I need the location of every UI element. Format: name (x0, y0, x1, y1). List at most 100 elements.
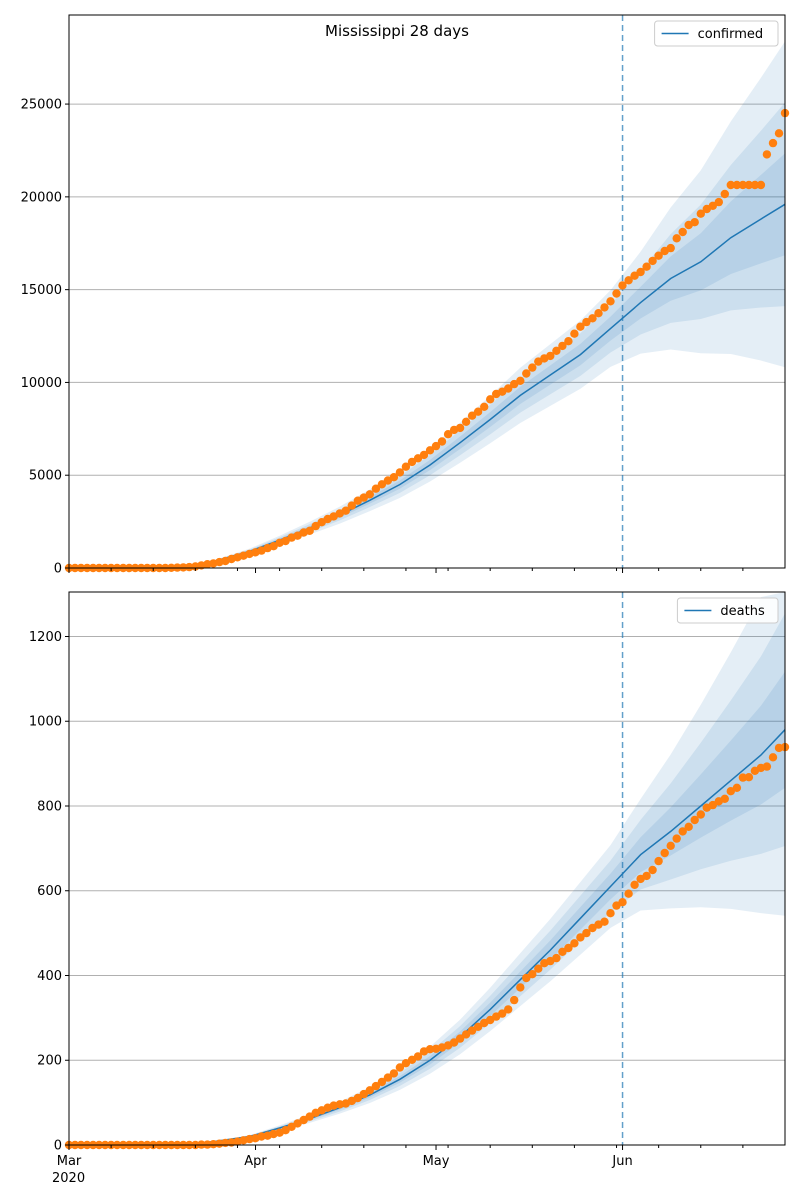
confidence-band (69, 592, 785, 1145)
observed-point (461, 1030, 471, 1039)
observed-point (606, 297, 615, 306)
x-tick-label: Mar (57, 1154, 82, 1169)
observed-point (648, 865, 657, 875)
observed-point (756, 180, 766, 190)
observed-point (684, 822, 693, 831)
observed-point (690, 815, 699, 825)
y-tick-label: 1200 (29, 630, 62, 645)
observed-point (738, 773, 748, 782)
observed-point (642, 871, 651, 881)
observed-point (582, 928, 591, 938)
observed-point (341, 506, 350, 515)
observed-point (389, 1069, 399, 1078)
observed-point (552, 346, 561, 355)
observed-point (257, 1132, 266, 1141)
observed-point (696, 810, 705, 819)
observed-point (311, 521, 320, 531)
observed-point (774, 129, 784, 138)
legend-box (654, 20, 779, 47)
observed-point (480, 402, 489, 411)
observed-point (516, 376, 525, 385)
y-tick-label: 10000 (21, 376, 62, 391)
observed-point (552, 953, 561, 963)
observed-point (413, 1052, 423, 1061)
observed-point (582, 317, 591, 327)
observed-point (624, 276, 633, 285)
observed-point (666, 841, 675, 850)
observed-point (768, 138, 778, 148)
observed-point (642, 262, 651, 271)
legend-box (676, 597, 779, 624)
observed-point (600, 303, 609, 312)
observed-point (528, 970, 537, 979)
observed-point (437, 437, 447, 446)
y-tick-label: 5000 (29, 469, 62, 484)
observed-point (558, 341, 567, 351)
observed-point (708, 800, 717, 810)
observed-point (678, 227, 687, 237)
observed-point (389, 473, 399, 482)
observed-point (690, 218, 699, 227)
observed-point (522, 973, 531, 983)
observed-point (558, 947, 567, 956)
confidence-band (69, 41, 785, 568)
observed-point (179, 563, 188, 572)
observed-point (371, 484, 381, 493)
observed-point (365, 490, 374, 499)
observed-point (714, 197, 723, 207)
observed-point (570, 329, 579, 338)
observed-point (564, 337, 573, 346)
observed-point (636, 267, 645, 277)
observed-point (666, 243, 675, 253)
observed-point (630, 880, 639, 889)
y-tick-label: 1000 (29, 715, 62, 730)
observed-point (732, 180, 742, 190)
observed-point (293, 1119, 302, 1128)
observed-point (377, 1077, 387, 1087)
observed-point (209, 1140, 218, 1149)
observed-point (588, 314, 597, 323)
observed-point (618, 898, 627, 907)
x-tick-label: Jun (611, 1154, 632, 1169)
observed-point (720, 189, 729, 199)
deaths-panel: 0 200 400 600 800 1000 1200 Mar Apr May Jun 2020 dea… (29, 591, 790, 1186)
observed-point (461, 417, 471, 426)
observed-point (726, 180, 735, 190)
y-tick-label: 800 (37, 799, 62, 814)
legend-label: deaths (720, 604, 765, 619)
observed-point (660, 848, 669, 858)
observed-point (654, 856, 663, 866)
observed-point (648, 256, 657, 266)
observed-point (600, 917, 609, 926)
observed-point (467, 1026, 477, 1035)
observed-point (473, 1022, 483, 1031)
observed-point (618, 281, 627, 290)
axes-frame (68, 14, 786, 569)
observed-point (630, 271, 639, 280)
observed-point (516, 983, 525, 992)
observed-point (564, 943, 573, 953)
observed-point (455, 1034, 465, 1043)
observed-point (672, 234, 681, 243)
observed-point (395, 1063, 405, 1072)
observed-point (654, 251, 663, 260)
observed-point (762, 150, 772, 159)
y-tick-label: 15000 (21, 283, 62, 298)
observed-point (467, 411, 477, 420)
observed-point (359, 1089, 368, 1099)
observed-point (401, 462, 411, 471)
observed-point (510, 995, 519, 1005)
observed-point (744, 180, 754, 190)
observed-point (738, 180, 748, 190)
observed-point (365, 1086, 374, 1095)
y-tick-label: 600 (37, 884, 62, 899)
observed-point (732, 783, 742, 792)
observed-point (612, 289, 621, 298)
observed-point (449, 1038, 459, 1047)
axes-frame (68, 591, 786, 1146)
observed-point (305, 1112, 314, 1121)
y-tick-label: 200 (37, 1054, 62, 1069)
y-tick-label: 20000 (21, 190, 62, 205)
observed-point (570, 939, 579, 948)
